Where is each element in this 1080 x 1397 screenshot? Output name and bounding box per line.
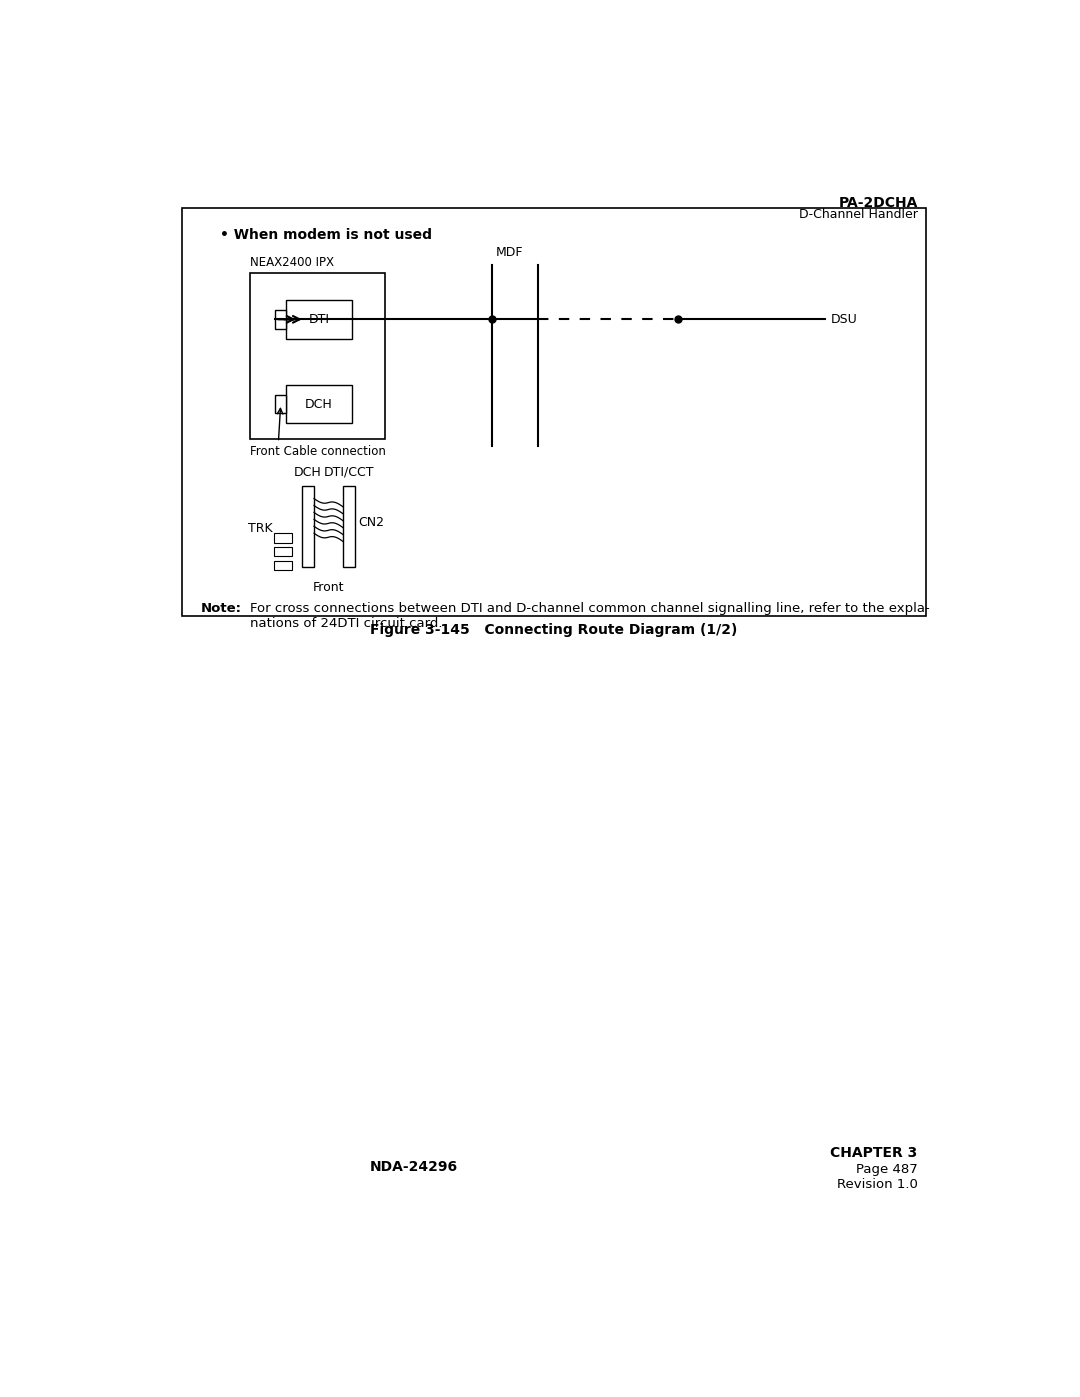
Bar: [342, 486, 355, 567]
Bar: [181, 208, 926, 616]
Text: Revision 1.0: Revision 1.0: [837, 1178, 918, 1192]
Bar: [286, 300, 352, 338]
Text: Figure 3-145   Connecting Route Diagram (1/2): Figure 3-145 Connecting Route Diagram (1…: [369, 623, 738, 637]
Bar: [273, 548, 293, 556]
Text: DTI: DTI: [309, 313, 329, 326]
Text: Front: Front: [312, 581, 345, 594]
Text: D-Channel Handler: D-Channel Handler: [799, 208, 918, 222]
Text: NEAX2400 IPX: NEAX2400 IPX: [249, 256, 334, 268]
Bar: [286, 384, 352, 423]
Bar: [275, 310, 286, 328]
Text: Note:: Note:: [201, 602, 242, 615]
Text: DCH: DCH: [306, 398, 333, 411]
Text: CN2: CN2: [359, 517, 384, 529]
Bar: [301, 486, 314, 567]
Text: CHAPTER 3: CHAPTER 3: [831, 1146, 918, 1160]
Text: • When modem is not used: • When modem is not used: [220, 229, 432, 243]
Bar: [273, 534, 293, 542]
Text: DCH: DCH: [294, 465, 322, 479]
Bar: [275, 395, 286, 414]
Text: PA-2DCHA: PA-2DCHA: [838, 196, 918, 210]
Bar: [249, 274, 386, 439]
Text: TRK: TRK: [247, 522, 272, 535]
Text: NDA-24296: NDA-24296: [370, 1160, 458, 1173]
Bar: [273, 562, 293, 570]
Text: Page 487: Page 487: [856, 1162, 918, 1175]
Text: DSU: DSU: [831, 313, 858, 326]
Text: For cross connections between DTI and D-channel common channel signalling line, : For cross connections between DTI and D-…: [249, 602, 930, 630]
Text: DTI/CCT: DTI/CCT: [324, 465, 374, 479]
Text: MDF: MDF: [496, 246, 523, 260]
Text: Front Cable connection: Front Cable connection: [249, 444, 386, 458]
